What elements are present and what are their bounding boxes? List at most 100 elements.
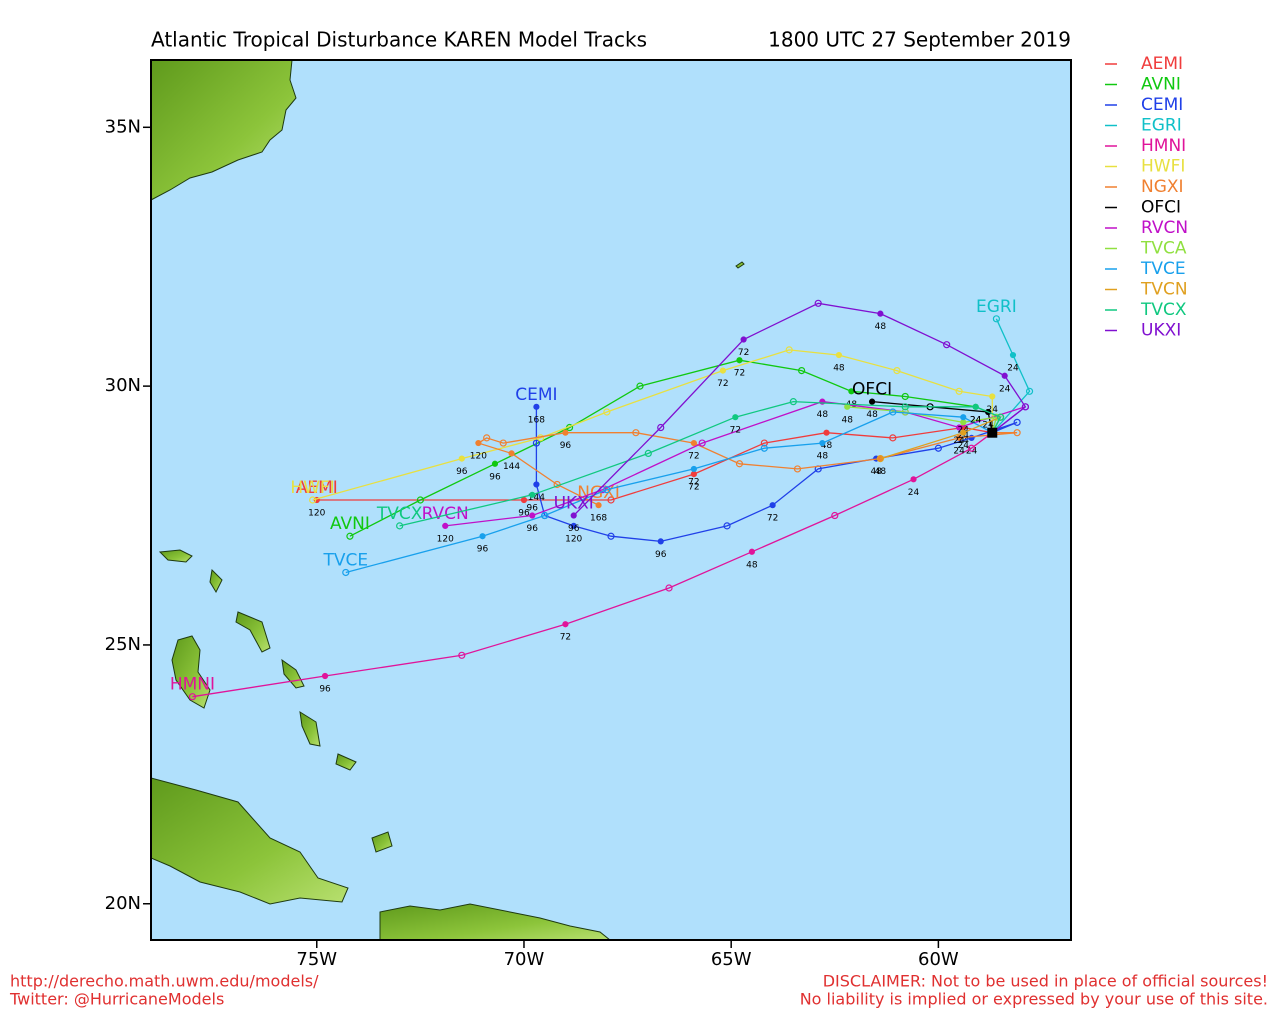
hour-label: 24	[999, 384, 1011, 394]
track-point	[532, 439, 541, 447]
track-point	[342, 568, 350, 577]
hour-label: 72	[688, 477, 699, 487]
track-end-label: EGRI	[976, 297, 1017, 317]
hour-label: 48	[817, 452, 829, 462]
chart-title: Atlantic Tropical Disturbance KAREN Mode…	[151, 28, 647, 52]
track-point	[533, 481, 540, 488]
hour-label: 168	[590, 514, 607, 524]
hour-label: 96	[527, 524, 539, 534]
track-line	[399, 400, 1002, 527]
track-point	[607, 532, 615, 540]
hour-label: 144	[503, 462, 520, 472]
track-point	[458, 455, 465, 462]
legend-label: EGRI	[1141, 116, 1182, 136]
track-point	[996, 413, 1005, 421]
track-line	[345, 411, 993, 574]
andros	[171, 635, 211, 709]
hour-label: 48	[841, 415, 853, 425]
track-point	[529, 491, 536, 498]
track-point	[595, 502, 602, 509]
track-point	[188, 693, 197, 701]
track-end-label: OFCI	[852, 380, 892, 400]
track-point	[657, 423, 665, 432]
legend-label: HWFI	[1141, 157, 1185, 177]
track-end-label: TVCE	[322, 550, 368, 570]
hour-label: 48	[821, 441, 833, 451]
track-point	[960, 419, 967, 426]
legend-label: OFCI	[1141, 198, 1181, 218]
legend-label: TVCN	[1140, 280, 1188, 300]
track-line	[316, 426, 993, 501]
track-point	[562, 429, 569, 436]
y-tick-label: 20N	[105, 893, 141, 914]
hour-label: 144	[528, 493, 545, 503]
hour-label: 96	[527, 503, 539, 513]
hour-label: 96	[560, 441, 572, 451]
track-point	[835, 351, 843, 359]
footer-twitter: Twitter: @HurricaneModels	[9, 990, 224, 1009]
hour-label: 72	[738, 348, 749, 358]
track-point	[636, 382, 644, 390]
hour-label: 48	[866, 410, 878, 420]
hour-label: 96	[655, 550, 667, 560]
track-point	[570, 522, 577, 529]
track-point	[735, 460, 744, 468]
track-point	[723, 522, 731, 530]
track-point	[1013, 429, 1021, 437]
track-point	[989, 393, 996, 400]
track-point	[1009, 351, 1017, 359]
cuba	[151, 777, 349, 905]
legend-label: NGXI	[1141, 177, 1184, 197]
track-point	[955, 387, 963, 395]
hour-label: 24	[953, 446, 965, 456]
x-tick-label: 75W	[296, 949, 337, 970]
track-point	[562, 621, 569, 628]
track-point	[760, 444, 768, 452]
hour-label: 96	[518, 509, 530, 519]
track-point	[719, 367, 726, 374]
hour-label: 48	[833, 364, 845, 374]
track-point	[823, 429, 830, 436]
y-tick-label: 30N	[105, 375, 141, 396]
hour-label: 168	[528, 415, 545, 425]
track-point	[844, 403, 851, 410]
track-point	[798, 366, 806, 375]
hour-label: 96	[568, 524, 580, 534]
track-point	[789, 398, 797, 406]
hour-label: 24	[1007, 364, 1019, 374]
hour-label: 24	[958, 441, 970, 451]
track-point	[491, 460, 499, 467]
hour-label: 24	[987, 405, 999, 415]
track-point	[690, 471, 697, 478]
overlay: 75W 70W 65W 60W20N25N30N35NAEMIAVNICEMIEGRI…	[105, 54, 1188, 970]
hour-label: 120	[565, 534, 582, 544]
legend-label: AEMI	[1141, 54, 1183, 74]
track-point	[748, 548, 756, 555]
chart-subtitle: 1800 UTC 27 September 2019	[768, 28, 1071, 52]
legend-label: TVCX	[1140, 300, 1187, 320]
track-point	[785, 346, 793, 354]
bahamas-5	[299, 711, 321, 747]
hour-label: 24	[908, 488, 920, 498]
hour-label: 72	[717, 379, 728, 389]
track-end-label: TVCX	[376, 504, 423, 524]
legend-label: CEMI	[1141, 95, 1183, 115]
track-line	[991, 318, 1031, 434]
map-frame	[150, 59, 1072, 941]
hour-label: 48	[817, 410, 829, 420]
track-point	[1001, 372, 1008, 379]
track-point	[760, 439, 768, 447]
track-end-label: HWFI	[290, 478, 334, 498]
track-point	[698, 439, 706, 447]
footer-disclaimer: DISCLAIMER: Not to be used in place of o…	[823, 972, 1268, 991]
track-point	[541, 511, 549, 520]
hour-label: 72	[734, 369, 745, 379]
track-point	[483, 434, 491, 442]
hour-label: 72	[560, 633, 571, 643]
track-point	[1021, 403, 1030, 411]
track-point	[814, 299, 822, 307]
footer-liability: No liability is implied or expressed by …	[800, 990, 1268, 1009]
hour-label: 72	[688, 452, 699, 462]
hour-label: 72	[767, 514, 778, 524]
